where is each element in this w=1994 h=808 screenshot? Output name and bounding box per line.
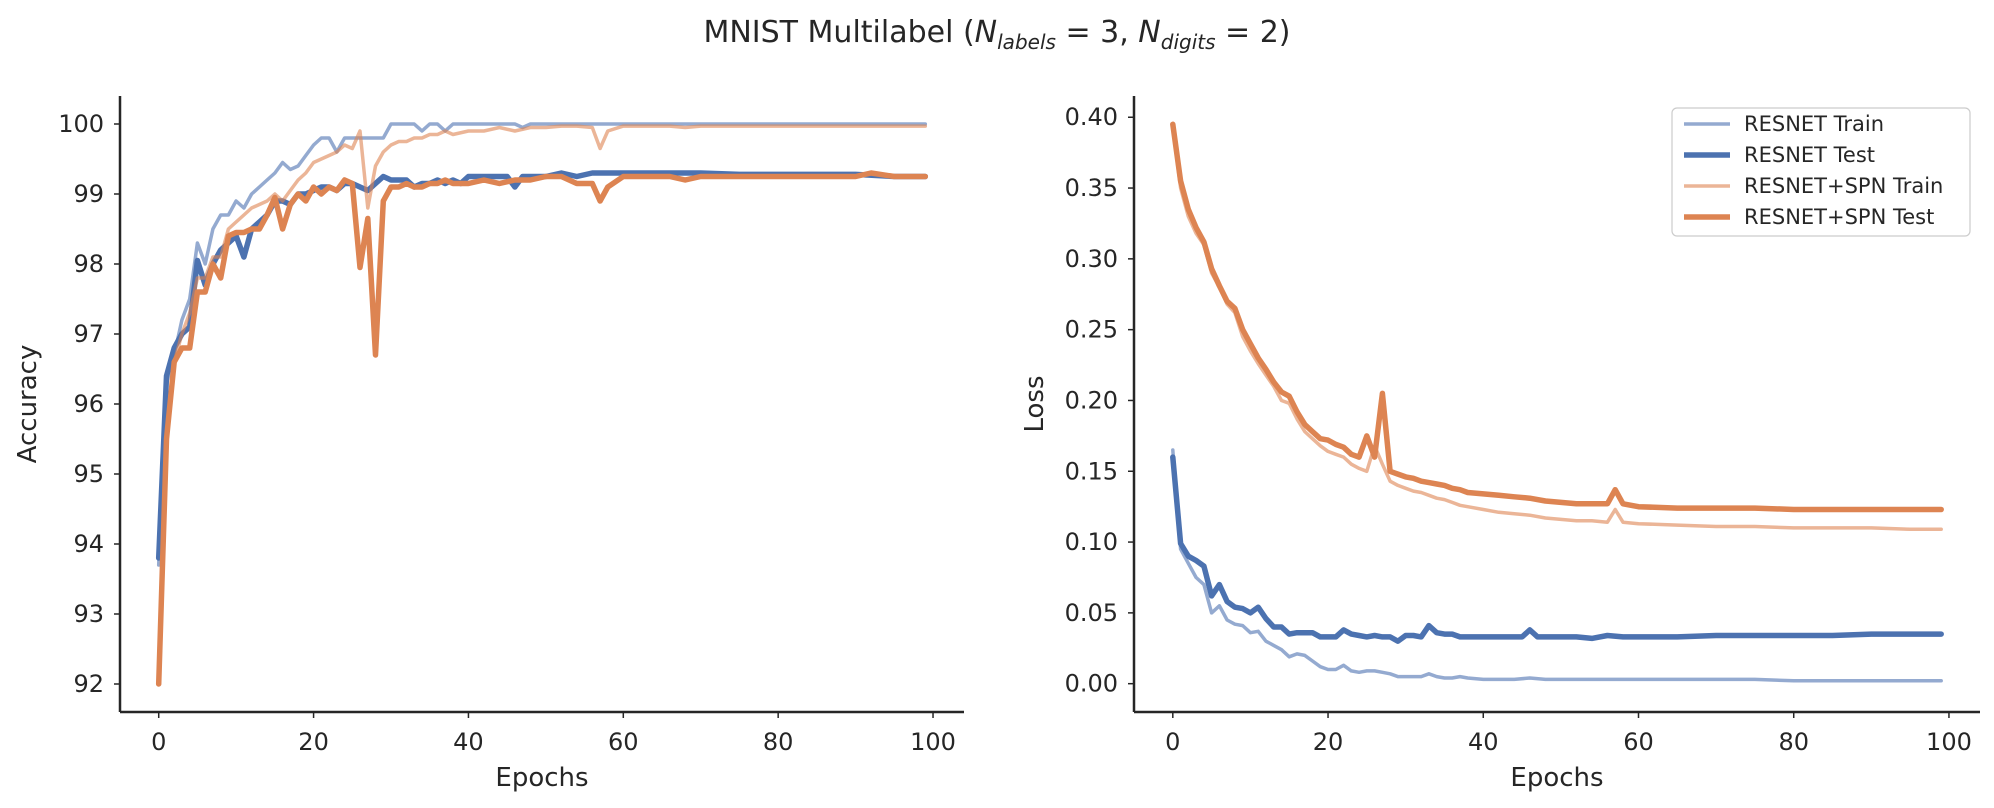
x-tick-label: 20 [1313, 728, 1344, 756]
y-tick-label: 92 [73, 670, 104, 698]
x-tick-label: 0 [1165, 728, 1180, 756]
x-tick-label: 100 [1926, 728, 1972, 756]
y-tick-label: 0.10 [1065, 528, 1118, 556]
x-tick-label: 60 [608, 728, 639, 756]
y-tick-label: 97 [73, 320, 104, 348]
x-tick-label: 60 [1623, 728, 1654, 756]
y-tick-label: 0.25 [1065, 316, 1118, 344]
y-tick-label: 93 [73, 600, 104, 628]
series-line-resnet-spn-test [155, 170, 929, 687]
legend-entry-label: RESNET Test [1744, 143, 1875, 167]
y-tick-label: 0.20 [1065, 386, 1118, 414]
x-tick-label: 80 [1778, 728, 1809, 756]
legend-entry-label: RESNET+SPN Train [1744, 174, 1943, 198]
accuracy-chart: 0 20 40 60 80 100 92 93 94 95 96 97 98 99 100 Epochs A… [13, 96, 964, 793]
x-tick-label: 40 [453, 728, 484, 756]
legend-entry-label: RESNET Train [1744, 112, 1884, 136]
series-line-resnet-test [155, 170, 929, 561]
y-tick-label: 0.15 [1065, 457, 1118, 485]
y-tick-label: 0.30 [1065, 245, 1118, 273]
series-line-resnet-spn-train [156, 124, 928, 679]
y-tick-label: 0.05 [1065, 599, 1118, 627]
series-line-resnet-spn-train [1171, 125, 1943, 532]
accuracy-series-lines [155, 122, 929, 687]
x-tick-label: 0 [151, 728, 166, 756]
series-line-resnet-spn-test [1170, 121, 1944, 513]
y-tick-label: 96 [73, 390, 104, 418]
x-tick-label: 100 [910, 728, 956, 756]
series-line-resnet-test [1170, 454, 1944, 644]
x-axis-label: Epochs [495, 763, 588, 793]
y-axis-label: Loss [1020, 375, 1050, 432]
accuracy-tick-labels: 0 20 40 60 80 100 92 93 94 95 96 97 98 99 100 [58, 110, 956, 756]
y-tick-label: 0.00 [1065, 670, 1118, 698]
loss-chart: 0 20 40 60 80 100 0.00 0.05 0.10 0.15 0.20 0.25 0.30… [1020, 96, 1980, 793]
y-axis-label: Accuracy [13, 345, 43, 464]
y-tick-label: 95 [73, 460, 104, 488]
series-line-resnet-train [1171, 448, 1943, 683]
series-line-resnet-train [156, 122, 928, 567]
y-tick-label: 0.35 [1065, 174, 1118, 202]
y-tick-label: 98 [73, 250, 104, 278]
y-tick-label: 94 [73, 530, 104, 558]
x-tick-label: 80 [763, 728, 794, 756]
y-tick-label: 99 [73, 180, 104, 208]
y-tick-label: 100 [58, 110, 104, 138]
figure-title: MNIST Multilabel (Nlabels = 3, Ndigits =… [703, 15, 1290, 54]
loss-tick-labels: 0 20 40 60 80 100 0.00 0.05 0.10 0.15 0.20 0.25 0.30… [1065, 103, 1972, 756]
legend-entry-label: RESNET+SPN Test [1744, 205, 1934, 229]
y-tick-label: 0.40 [1065, 103, 1118, 131]
loss-series-lines [1170, 121, 1944, 683]
x-axis-label: Epochs [1510, 763, 1603, 793]
legend: RESNET Train RESNET Test RESNET+SPN Train R… [1671, 107, 1971, 237]
legend-frame [1671, 107, 1971, 237]
x-tick-label: 40 [1468, 728, 1499, 756]
x-tick-label: 20 [298, 728, 329, 756]
